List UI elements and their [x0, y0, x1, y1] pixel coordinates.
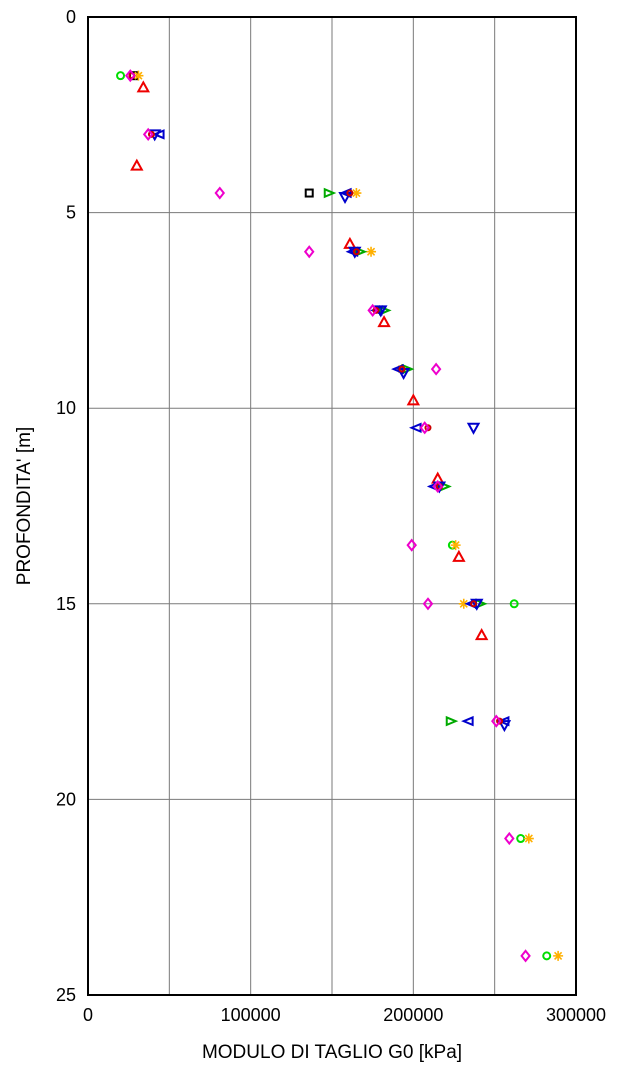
data-point	[542, 951, 552, 961]
data-point	[458, 598, 469, 609]
y-tick-label: 5	[66, 203, 76, 223]
data-point	[136, 80, 151, 93]
y-tick-label: 20	[56, 789, 76, 809]
data-point	[133, 70, 144, 81]
data-point	[470, 600, 478, 608]
data-point	[304, 188, 314, 198]
data-point	[354, 246, 368, 257]
data-point	[439, 481, 452, 492]
data-point	[366, 246, 377, 257]
x-tick-label: 300000	[546, 1005, 606, 1025]
x-tick-label: 200000	[383, 1005, 443, 1025]
data-point	[520, 949, 531, 963]
grid	[88, 17, 576, 995]
data-point	[523, 833, 534, 844]
plot-frame	[87, 16, 577, 996]
x-axis-label: MODULO DI TAGLIO G0 [kPa]	[202, 1042, 462, 1063]
data-point	[430, 362, 442, 376]
data-point	[450, 540, 461, 551]
data-point	[406, 393, 421, 406]
data-point	[491, 714, 502, 728]
y-tick-label: 0	[66, 7, 76, 27]
data-point	[323, 187, 337, 199]
y-tick-label: 10	[56, 398, 76, 418]
data-point	[346, 189, 354, 197]
data-point	[351, 188, 362, 199]
data-point	[452, 549, 466, 562]
y-tick-label: 15	[56, 594, 76, 614]
data-point	[504, 831, 515, 846]
data-point	[398, 365, 406, 373]
data-point	[352, 248, 360, 256]
data-point	[348, 246, 362, 259]
data-point	[461, 715, 474, 727]
data-point	[303, 245, 315, 259]
data-point	[406, 538, 417, 552]
x-tick-labels: 0 100000 200000 300000	[83, 1005, 606, 1025]
data-point	[367, 303, 378, 318]
x-tick-label: 0	[83, 1005, 93, 1025]
data-point	[125, 69, 136, 83]
data-point	[419, 421, 431, 435]
data-point	[377, 315, 391, 328]
data-points	[116, 69, 564, 963]
y-axis-label: PROFONDITA' [m]	[14, 427, 35, 585]
data-point	[466, 422, 481, 435]
data-point	[214, 186, 226, 200]
x-tick-label: 100000	[221, 1005, 281, 1025]
data-point	[130, 158, 144, 171]
data-point	[432, 479, 444, 494]
data-point	[553, 950, 564, 961]
data-point	[474, 628, 489, 641]
data-point	[422, 597, 434, 611]
data-point	[497, 720, 512, 733]
data-point	[142, 127, 154, 141]
y-tick-labels: 0 5 10 15 20 25	[56, 7, 76, 1005]
data-point	[116, 71, 126, 81]
data-point	[445, 715, 459, 727]
data-point	[509, 599, 519, 609]
data-point	[470, 598, 484, 611]
y-tick-label: 25	[56, 985, 76, 1005]
data-point	[338, 191, 352, 205]
